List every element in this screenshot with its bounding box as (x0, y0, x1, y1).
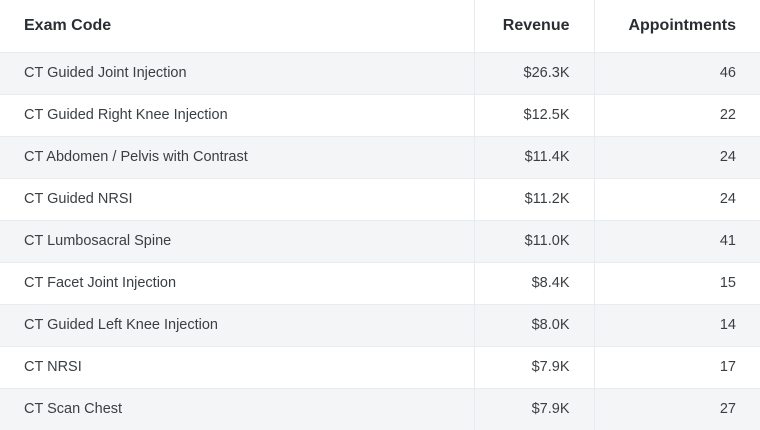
table-row[interactable]: CT Facet Joint Injection $8.4K 15 (0, 261, 760, 304)
table-row[interactable]: CT Guided Left Knee Injection $8.0K 14 (0, 303, 760, 346)
cell-exam-code: CT Guided Joint Injection (0, 51, 474, 94)
cell-appointments: 14 (593, 303, 760, 346)
header-exam-code[interactable]: Exam Code (24, 16, 112, 34)
cell-appointments: 17 (593, 345, 760, 388)
cell-exam-code: CT NRSI (0, 345, 474, 388)
cell-exam-code: CT Guided Right Knee Injection (0, 93, 474, 136)
cell-appointments: 46 (593, 51, 760, 94)
cell-appointments: 22 (593, 93, 760, 136)
cell-appointments: 27 (593, 387, 760, 430)
header-appointments[interactable]: Appointments (593, 0, 760, 52)
cell-revenue: $11.4K (473, 135, 594, 178)
cell-appointments: 15 (593, 261, 760, 304)
cell-revenue: $8.4K (473, 261, 594, 304)
cell-revenue: $11.2K (473, 177, 594, 220)
cell-exam-code: CT Abdomen / Pelvis with Contrast (0, 135, 474, 178)
table-row[interactable]: CT Guided Right Knee Injection $12.5K 22 (0, 93, 760, 136)
header-revenue[interactable]: Revenue (473, 0, 594, 52)
cell-revenue: $26.3K (473, 51, 594, 94)
cell-revenue: $8.0K (473, 303, 594, 346)
cell-exam-code: CT Facet Joint Injection (0, 261, 474, 304)
cell-revenue: $11.0K (473, 219, 594, 262)
table-row[interactable]: CT Scan Chest $7.9K 27 (0, 387, 760, 430)
cell-appointments: 24 (593, 177, 760, 220)
cell-exam-code: CT Guided NRSI (0, 177, 474, 220)
cell-exam-code: CT Lumbosacral Spine (0, 219, 474, 262)
cell-revenue: $12.5K (473, 93, 594, 136)
table-header-row: Exam Code Revenue Appointments (0, 0, 760, 52)
table-row[interactable]: CT Guided NRSI $11.2K 24 (0, 177, 760, 220)
cell-revenue: $7.9K (473, 345, 594, 388)
cell-appointments: 24 (593, 135, 760, 178)
table-row[interactable]: CT NRSI $7.9K 17 (0, 345, 760, 388)
cell-revenue: $7.9K (473, 387, 594, 430)
table-row[interactable]: CT Lumbosacral Spine $11.0K 41 (0, 219, 760, 262)
cell-exam-code: CT Scan Chest (0, 387, 474, 430)
table-row[interactable]: CT Guided Joint Injection $26.3K 46 (0, 51, 760, 94)
cell-exam-code: CT Guided Left Knee Injection (0, 303, 474, 346)
cell-appointments: 41 (593, 219, 760, 262)
table-row[interactable]: CT Abdomen / Pelvis with Contrast $11.4K 2… (0, 135, 760, 178)
